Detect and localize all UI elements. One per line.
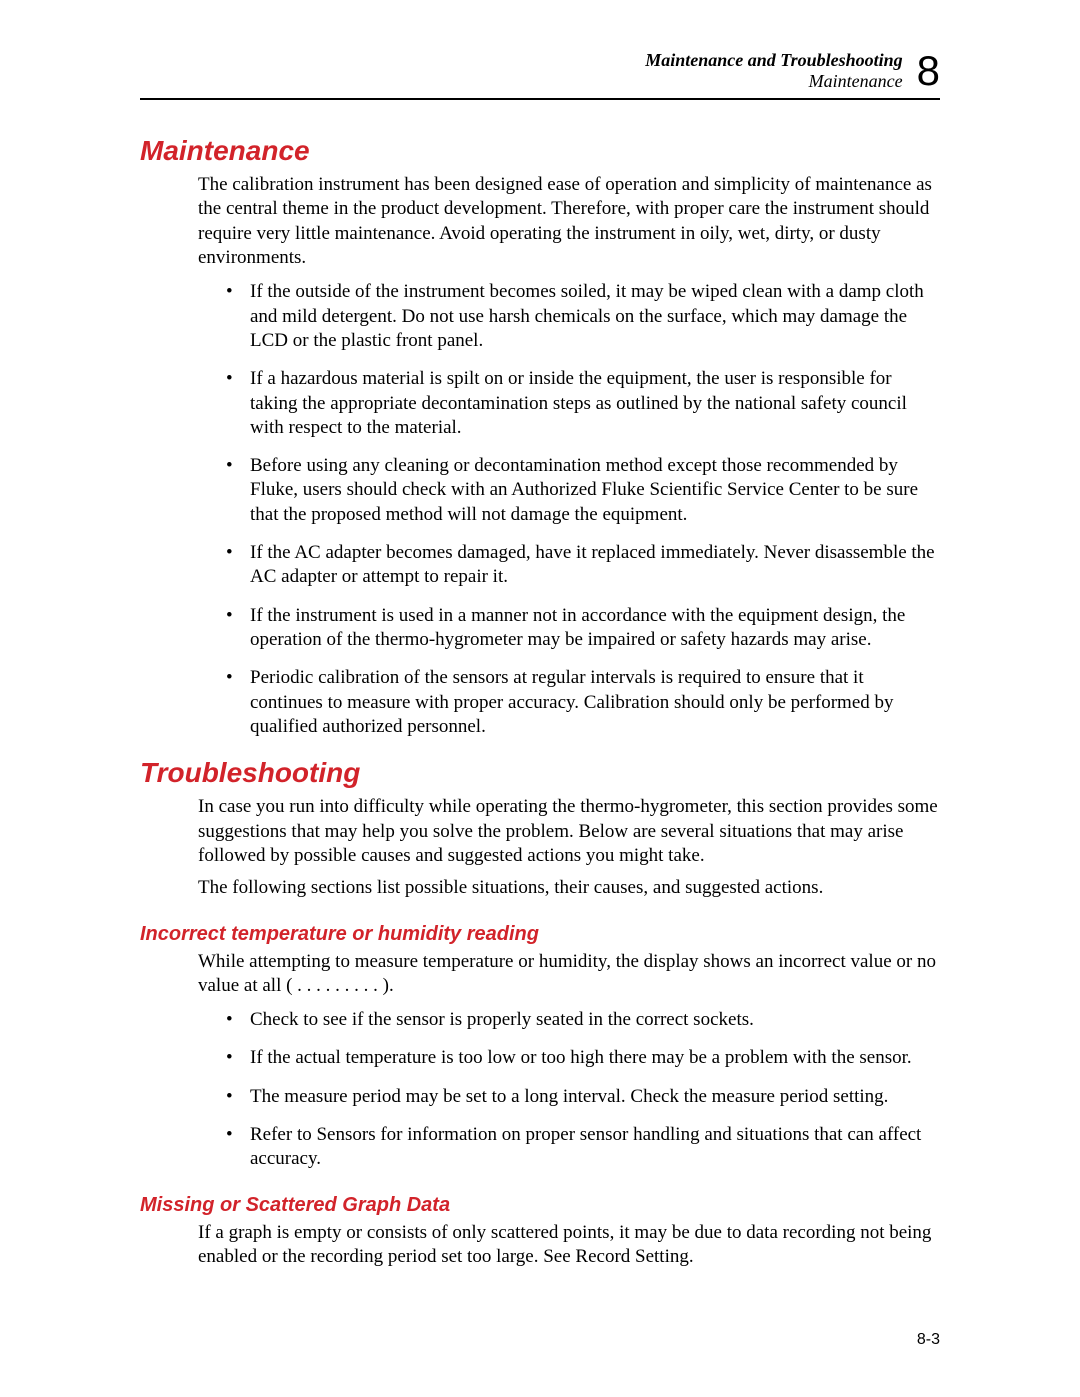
list-item: If a hazardous material is spilt on or i… bbox=[250, 367, 940, 440]
list-item: Refer to Sensors for information on prop… bbox=[250, 1123, 940, 1172]
header-section-title: Maintenance bbox=[645, 71, 902, 92]
header-chapter-title: Maintenance and Troubleshooting bbox=[645, 50, 902, 71]
header-text-column: Maintenance and Troubleshooting Maintena… bbox=[645, 50, 902, 92]
heading-troubleshooting: Troubleshooting bbox=[140, 757, 940, 789]
incorrect-reading-bullet-list: Check to see if the sensor is properly s… bbox=[140, 1008, 940, 1172]
paragraph: In case you run into difficulty while op… bbox=[198, 795, 940, 868]
paragraph: While attempting to measure temperature … bbox=[198, 950, 940, 999]
paragraph: The calibration instrument has been desi… bbox=[198, 173, 940, 270]
section-incorrect-reading-body: While attempting to measure temperature … bbox=[198, 950, 940, 999]
section-troubleshooting-body: In case you run into difficulty while op… bbox=[198, 795, 940, 900]
header-chapter-number: 8 bbox=[917, 50, 940, 92]
heading-missing-graph-data: Missing or Scattered Graph Data bbox=[140, 1194, 940, 1217]
list-item: If the instrument is used in a manner no… bbox=[250, 604, 940, 653]
section-missing-graph-data-body: If a graph is empty or consists of only … bbox=[198, 1221, 940, 1270]
paragraph: The following sections list possible sit… bbox=[198, 876, 940, 900]
section-maintenance-body: The calibration instrument has been desi… bbox=[198, 173, 940, 270]
list-item: The measure period may be set to a long … bbox=[250, 1085, 940, 1109]
page-header: Maintenance and Troubleshooting Maintena… bbox=[140, 50, 940, 100]
document-page: Maintenance and Troubleshooting Maintena… bbox=[0, 0, 1080, 1397]
maintenance-bullet-list: If the outside of the instrument becomes… bbox=[140, 280, 940, 739]
header-right: Maintenance and Troubleshooting Maintena… bbox=[140, 50, 940, 92]
list-item: Before using any cleaning or decontamina… bbox=[250, 454, 940, 527]
list-item: If the actual temperature is too low or … bbox=[250, 1046, 940, 1070]
page-content: Maintenance The calibration instrument h… bbox=[140, 135, 940, 1277]
list-item: If the AC adapter becomes damaged, have … bbox=[250, 541, 940, 590]
heading-maintenance: Maintenance bbox=[140, 135, 940, 167]
header-rule bbox=[140, 98, 940, 100]
page-number: 8-3 bbox=[917, 1331, 940, 1349]
list-item: Periodic calibration of the sensors at r… bbox=[250, 666, 940, 739]
heading-incorrect-reading: Incorrect temperature or humidity readin… bbox=[140, 923, 940, 946]
paragraph: If a graph is empty or consists of only … bbox=[198, 1221, 940, 1270]
list-item: Check to see if the sensor is properly s… bbox=[250, 1008, 940, 1032]
list-item: If the outside of the instrument becomes… bbox=[250, 280, 940, 353]
